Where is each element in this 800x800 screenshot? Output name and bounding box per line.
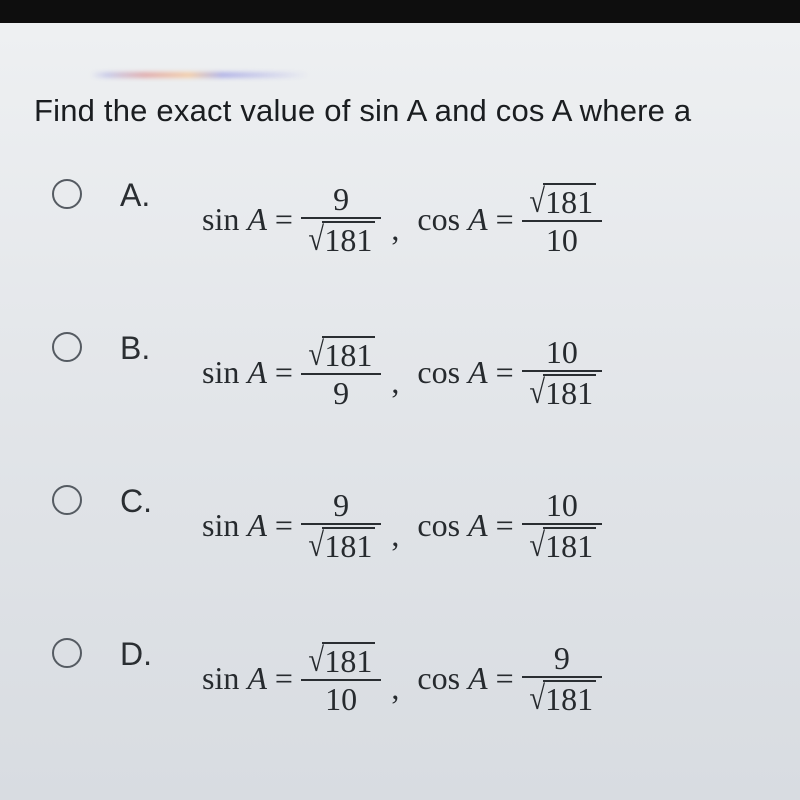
screen-content: Find the exact value of sin A and cos A … bbox=[0, 23, 800, 800]
option-a-label: A. bbox=[120, 175, 162, 214]
option-a-math: sin A = 9 √181 , cos A = √181 10 bbox=[200, 175, 602, 258]
option-b-math: sin A = √181 9 , cos A = 10 √181 bbox=[200, 328, 602, 411]
option-b-label: B. bbox=[120, 328, 162, 367]
question-block: Find the exact value of sin A and cos A … bbox=[34, 93, 800, 717]
option-d-label: D. bbox=[120, 634, 162, 673]
options-list: A. sin A = 9 √181 , cos A = √181 10 bbox=[52, 175, 800, 717]
option-c-math: sin A = 9 √181 , cos A = 10 √181 bbox=[200, 481, 602, 564]
option-c[interactable]: C. sin A = 9 √181 , cos A = 10 √181 bbox=[52, 481, 800, 564]
option-d-math: sin A = √181 10 , cos A = 9 √181 bbox=[200, 634, 602, 717]
option-d[interactable]: D. sin A = √181 10 , cos A = 9 √181 bbox=[52, 634, 800, 717]
option-b[interactable]: B. sin A = √181 9 , cos A = 10 √181 bbox=[52, 328, 800, 411]
monitor-bezel-top bbox=[0, 0, 800, 23]
option-a[interactable]: A. sin A = 9 √181 , cos A = √181 10 bbox=[52, 175, 800, 258]
question-text: Find the exact value of sin A and cos A … bbox=[34, 93, 800, 129]
reflection-strip bbox=[90, 72, 310, 78]
option-c-label: C. bbox=[120, 481, 162, 520]
radio-icon[interactable] bbox=[52, 332, 82, 362]
radio-icon[interactable] bbox=[52, 485, 82, 515]
radio-icon[interactable] bbox=[52, 638, 82, 668]
radio-icon[interactable] bbox=[52, 179, 82, 209]
